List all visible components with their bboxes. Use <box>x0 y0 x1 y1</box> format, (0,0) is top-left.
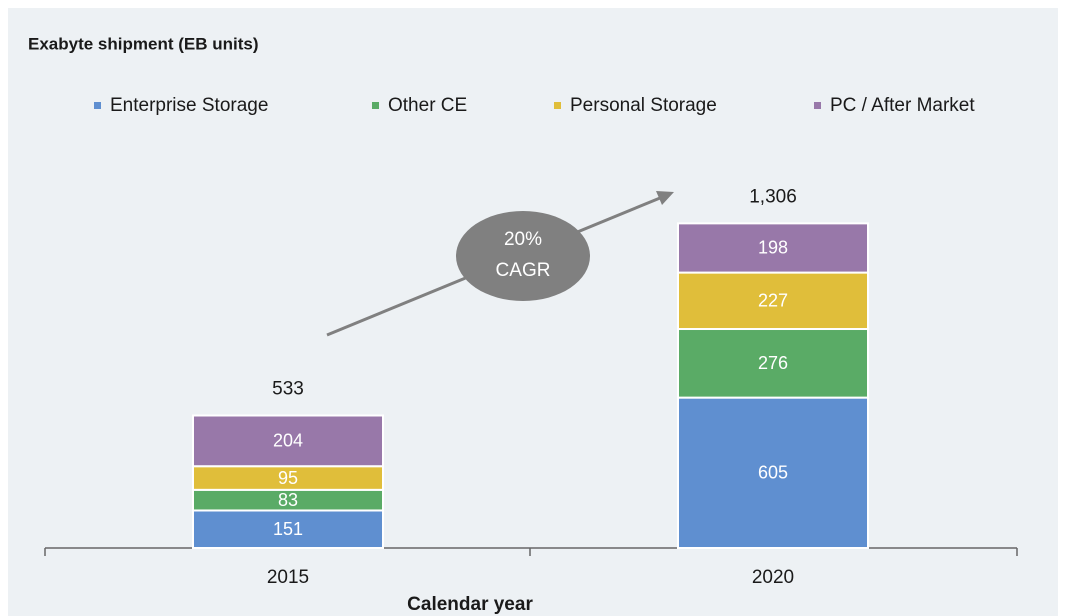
cagr-bubble <box>456 211 590 301</box>
data-label: 605 <box>758 463 788 483</box>
bar-segment <box>192 414 384 468</box>
chart-title: Exabyte shipment (EB units) <box>28 34 258 53</box>
total-label: 533 <box>272 379 304 400</box>
data-label: 198 <box>758 238 788 258</box>
data-label: 276 <box>758 353 788 373</box>
legend-swatch <box>372 102 379 109</box>
legend-swatch <box>554 102 561 109</box>
bar-segment <box>677 396 869 549</box>
data-label: 95 <box>278 468 298 488</box>
data-label: 151 <box>273 519 303 539</box>
legend-swatch <box>94 102 101 109</box>
bar-segment <box>677 328 869 399</box>
annotation: CAGR <box>496 260 551 281</box>
data-label: 83 <box>278 490 298 510</box>
bar-segment <box>192 509 384 550</box>
x-tick-label: 2020 <box>752 567 794 588</box>
data-label: 204 <box>273 431 303 451</box>
total-label: 1,306 <box>749 186 797 207</box>
arrow-head <box>656 191 674 205</box>
annotation: 20% <box>504 229 542 250</box>
x-axis-label: Calendar year <box>407 594 533 615</box>
legend-label: PC / After Market <box>830 95 975 116</box>
x-tick-label: 2015 <box>267 567 309 588</box>
legend-swatch <box>814 102 821 109</box>
legend-label: Other CE <box>388 95 467 116</box>
data-label: 227 <box>758 291 788 311</box>
legend-label: Enterprise Storage <box>110 95 268 116</box>
bar-segment <box>677 222 869 274</box>
panel <box>8 8 1058 616</box>
legend-label: Personal Storage <box>570 95 717 116</box>
